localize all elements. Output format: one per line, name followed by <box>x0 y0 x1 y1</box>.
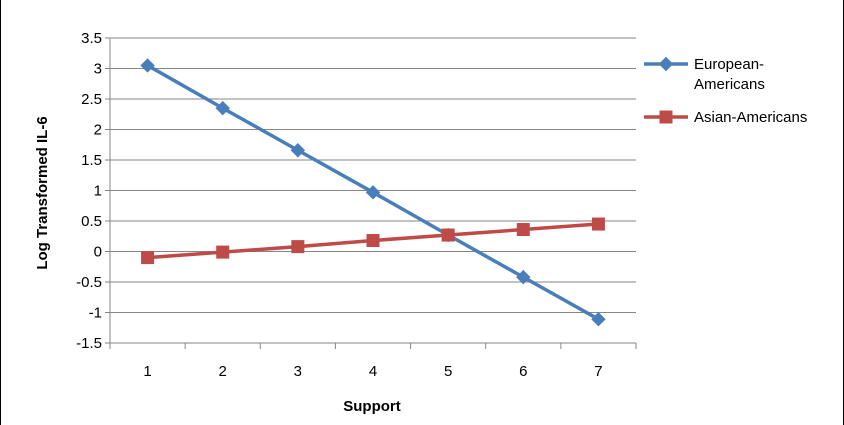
x-tick-label: 4 <box>369 363 377 380</box>
y-tick-label: 3 <box>94 61 102 78</box>
data-point <box>365 185 381 200</box>
data-point <box>291 240 305 254</box>
x-tick-label: 1 <box>143 363 151 380</box>
series-group <box>140 58 606 327</box>
legend-marker-0 <box>658 56 674 72</box>
y-tick-label: 0 <box>94 244 102 261</box>
x-tick-label: 3 <box>294 363 302 380</box>
legend-label: Americans <box>694 76 765 93</box>
y-tick-label: -0.5 <box>76 274 102 291</box>
x-tick-label: 5 <box>444 363 452 380</box>
legend-marker-1 <box>659 110 673 124</box>
data-point <box>140 58 155 73</box>
legend-item-0: European- Americans <box>644 56 765 93</box>
x-tick-label: 2 <box>219 363 227 380</box>
legend-item-1: Asian-Americans <box>644 109 807 126</box>
data-point <box>290 143 306 158</box>
y-tick-label: 3.5 <box>81 30 102 47</box>
y-tick-label: 2.5 <box>81 91 102 108</box>
data-point <box>216 245 230 259</box>
x-tick-labels: 1 2 3 4 5 6 7 <box>143 363 602 380</box>
y-tick-label: 0.5 <box>81 213 102 230</box>
data-point <box>141 251 155 265</box>
y-tick-label: -1.5 <box>76 335 102 352</box>
legend-label: Asian-Americans <box>694 109 807 126</box>
data-point <box>591 217 605 231</box>
y-tick-label: 1.5 <box>81 152 102 169</box>
x-tick-label: 6 <box>519 363 527 380</box>
series-1 <box>141 217 605 265</box>
y-tick-labels: 3.5 3 2.5 2 1.5 1 0.5 0 -0.5 -1 -1.5 <box>76 30 102 352</box>
y-tick-label: -1 <box>89 305 102 322</box>
data-point <box>366 234 380 248</box>
data-point <box>516 269 531 285</box>
y-tick-label: 2 <box>94 122 102 139</box>
data-point <box>215 100 230 116</box>
y-axis-title: Log Transformed IL-6 <box>34 116 51 269</box>
legend-label: European- <box>694 56 764 73</box>
y-tick-label: 1 <box>94 183 102 200</box>
data-point <box>591 312 606 327</box>
x-axis-title: Support <box>343 398 401 415</box>
axes <box>105 37 637 349</box>
legend: European- Americans Asian-Americans <box>644 56 807 126</box>
data-point <box>441 228 455 242</box>
x-tick-label: 7 <box>594 363 602 380</box>
data-point <box>516 223 530 237</box>
